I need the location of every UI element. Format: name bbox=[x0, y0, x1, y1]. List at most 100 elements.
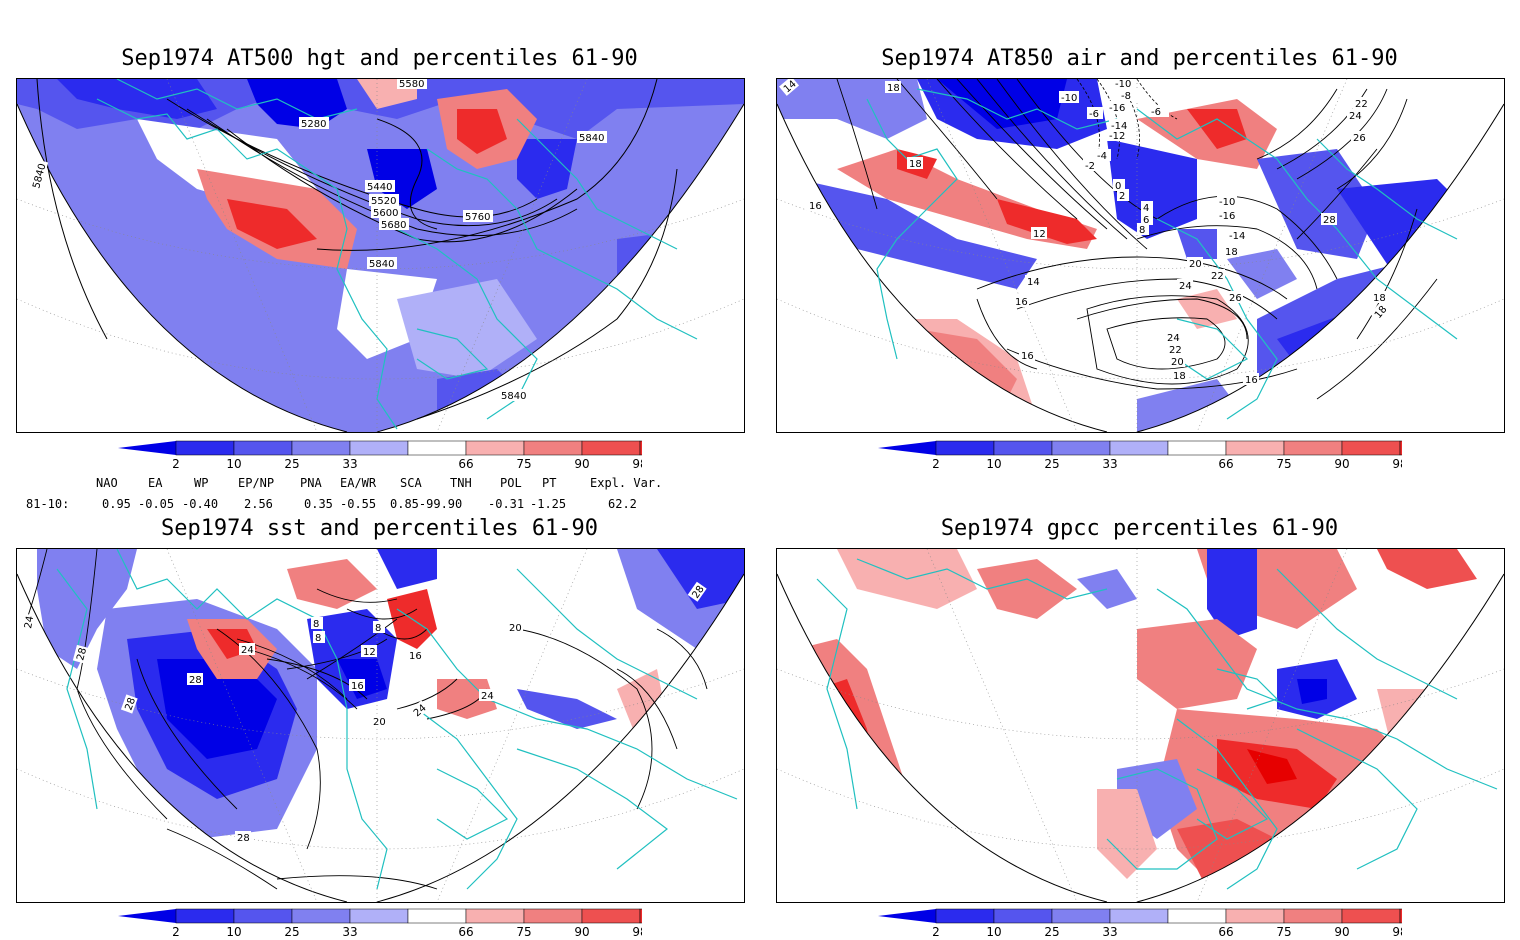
colorbar-swatch bbox=[935, 440, 995, 456]
contour-label: 14 bbox=[1027, 277, 1040, 288]
index-header-eawr: EA/WR bbox=[340, 476, 377, 490]
contour-label: 22 bbox=[1211, 271, 1224, 282]
colorbar-swatch bbox=[291, 908, 351, 924]
colorbar-hgt500: 2 10 25 33 66 75 90 98 bbox=[118, 440, 642, 470]
colorbar-tick-label: 25 bbox=[1044, 457, 1059, 470]
colorbar-tick-label: 10 bbox=[986, 925, 1001, 938]
contour-label: 18 bbox=[1225, 247, 1238, 258]
colorbar-tick-label: 25 bbox=[1044, 925, 1059, 938]
contour-label: -16 bbox=[1219, 211, 1235, 222]
colorbar-swatch bbox=[1109, 908, 1169, 924]
index-header-pt: PT bbox=[542, 476, 557, 490]
colorbar-swatch bbox=[1283, 440, 1343, 456]
colorbar-swatch bbox=[175, 440, 235, 456]
colorbar-swatch bbox=[523, 908, 583, 924]
colorbar-tick-label: 10 bbox=[986, 457, 1001, 470]
colorbar-swatch bbox=[581, 908, 641, 924]
colorbar-swatch bbox=[349, 908, 409, 924]
teleconnection-table: NAO EA WP EP/NP PNA EA/WR SCA TNH POL PT… bbox=[0, 474, 760, 514]
index-header-sca: SCA bbox=[400, 476, 422, 490]
colorbar-swatch bbox=[407, 440, 467, 456]
colorbar-swatch bbox=[465, 908, 525, 924]
map-panel-gpcc bbox=[776, 548, 1505, 903]
contour-label: 24 bbox=[241, 645, 254, 656]
map-panel-air850: 14 18 18 16 12 14 16 -10 -8 -6 -10 -16 -… bbox=[776, 78, 1505, 433]
contour-label: 18 bbox=[1173, 371, 1186, 382]
colorbar-tick-label: 2 bbox=[932, 925, 940, 938]
colorbar-arrow-left bbox=[878, 909, 936, 923]
index-row-label: 81-10: bbox=[26, 497, 70, 511]
colorbar-tick-label: 90 bbox=[574, 457, 589, 470]
contour-label: 8 bbox=[315, 633, 321, 644]
contour-label: 24 bbox=[23, 615, 36, 629]
contour-label: 5580 bbox=[399, 79, 424, 90]
colorbar-arrow-left bbox=[118, 909, 176, 923]
colorbar-tick-label: 75 bbox=[1276, 925, 1291, 938]
colorbar-tick-label: 90 bbox=[574, 925, 589, 938]
colorbar-tick-label: 25 bbox=[284, 457, 299, 470]
contour-label: 28 bbox=[123, 696, 138, 712]
contour-label: 4 bbox=[1143, 203, 1149, 214]
contour-label: 28 bbox=[1323, 215, 1336, 226]
colorbar-swatch bbox=[465, 440, 525, 456]
panel-title-3: Sep1974 sst and percentiles 61-90 bbox=[160, 516, 599, 541]
contour-label: 8 bbox=[375, 623, 381, 634]
contour-label: 8 bbox=[1139, 225, 1145, 236]
contour-label: 5840 bbox=[31, 162, 48, 189]
colorbar-swatch bbox=[639, 908, 642, 924]
colorbar-swatch bbox=[349, 440, 409, 456]
colorbar-swatch bbox=[639, 440, 642, 456]
colorbar-swatch bbox=[407, 908, 467, 924]
contour-label: 16 bbox=[351, 681, 364, 692]
colorbar-swatch bbox=[523, 440, 583, 456]
contour-label: 20 bbox=[509, 623, 522, 634]
contour-label: 26 bbox=[1353, 133, 1366, 144]
colorbar-swatch bbox=[1109, 440, 1169, 456]
index-header-explvar: Expl. Var. bbox=[590, 476, 663, 490]
colorbar-tick-label: 66 bbox=[458, 925, 473, 938]
contour-label: -16 bbox=[1109, 103, 1125, 114]
colorbar-tick-label: 75 bbox=[1276, 457, 1291, 470]
index-value-nao: 0.95 bbox=[102, 497, 131, 511]
contour-label: 5760 bbox=[465, 212, 490, 223]
panel-title-2: Sep1974 AT850 air and percentiles 61-90 bbox=[881, 46, 1398, 71]
panel-title-1: Sep1974 AT500 hgt and percentiles 61-90 bbox=[121, 46, 638, 71]
contour-label: 22 bbox=[1169, 345, 1182, 356]
colorbar-tick-label: 2 bbox=[172, 457, 180, 470]
colorbar-sst: 2 10 25 33 66 75 90 98 bbox=[118, 908, 642, 938]
colorbar-tick-label: 33 bbox=[1102, 925, 1117, 938]
colorbar-arrow-left bbox=[878, 441, 936, 455]
index-header-pna: PNA bbox=[300, 476, 322, 490]
colorbar-tick-label: 10 bbox=[226, 457, 241, 470]
colorbar-swatch bbox=[1167, 440, 1227, 456]
contour-label: 6 bbox=[1143, 215, 1149, 226]
colorbar-swatch bbox=[993, 440, 1053, 456]
colorbar-tick-label: 75 bbox=[516, 925, 531, 938]
colorbar-tick-label: 98 bbox=[1392, 925, 1402, 938]
index-value-wp: -0.40 bbox=[182, 497, 219, 511]
contour-label: 24 bbox=[1349, 111, 1362, 122]
contour-label: 8 bbox=[313, 619, 319, 630]
colorbar-swatch bbox=[175, 908, 235, 924]
contour-label: -8 bbox=[1121, 91, 1131, 102]
colorbar-tick-label: 90 bbox=[1334, 925, 1349, 938]
colorbar-tick-label: 66 bbox=[1218, 457, 1233, 470]
colorbar-swatch bbox=[935, 908, 995, 924]
contour-label: 5840 bbox=[369, 259, 394, 270]
index-value-pna: 0.35 bbox=[304, 497, 333, 511]
index-value-ea: -0.05 bbox=[138, 497, 175, 511]
contour-label: -4 bbox=[1097, 151, 1107, 162]
contour-label: 20 bbox=[1189, 259, 1202, 270]
colorbar-tick-label: 98 bbox=[1392, 457, 1402, 470]
colorbar-swatch bbox=[1341, 440, 1401, 456]
contour-label: 2 bbox=[1119, 191, 1125, 202]
index-value-pol: -0.31 bbox=[488, 497, 525, 511]
index-value-epnp: 2.56 bbox=[244, 497, 273, 511]
colorbar-tick-label: 75 bbox=[516, 457, 531, 470]
colorbar-swatch bbox=[1399, 440, 1402, 456]
colorbar-tick-label: 98 bbox=[632, 925, 642, 938]
index-header-nao: NAO bbox=[96, 476, 118, 490]
contour-label: -2 bbox=[1085, 161, 1095, 172]
contour-label: 12 bbox=[1033, 229, 1046, 240]
contour-label: 24 bbox=[481, 691, 494, 702]
